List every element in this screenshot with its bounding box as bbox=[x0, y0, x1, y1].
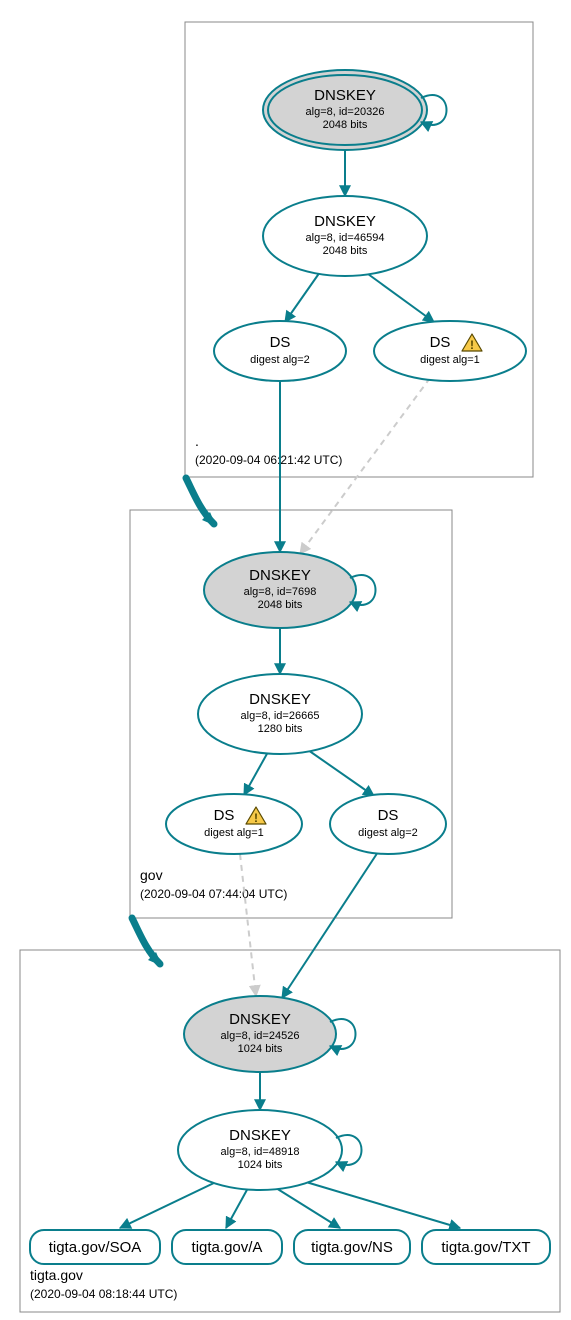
svg-text:!: ! bbox=[254, 811, 258, 825]
svg-text:2048 bits: 2048 bits bbox=[323, 119, 368, 131]
svg-text:DNSKEY: DNSKEY bbox=[249, 567, 311, 584]
svg-text:alg=8, id=7698: alg=8, id=7698 bbox=[244, 586, 317, 598]
svg-text:DS: DS bbox=[378, 807, 399, 824]
svg-text:2048 bits: 2048 bits bbox=[258, 599, 303, 611]
svg-text:(2020-09-04 07:44:04 UTC): (2020-09-04 07:44:04 UTC) bbox=[140, 887, 287, 901]
svg-text:digest alg=1: digest alg=1 bbox=[420, 354, 480, 366]
svg-text:(2020-09-04 06:21:42 UTC): (2020-09-04 06:21:42 UTC) bbox=[195, 453, 342, 467]
svg-text:DNSKEY: DNSKEY bbox=[314, 87, 376, 104]
gov-ds1: DS! digest alg=1 bbox=[166, 794, 302, 854]
svg-text:alg=8, id=20326: alg=8, id=20326 bbox=[306, 106, 385, 118]
svg-text:!: ! bbox=[470, 338, 474, 352]
svg-text:alg=8, id=24526: alg=8, id=24526 bbox=[221, 1030, 300, 1042]
svg-text:1024 bits: 1024 bits bbox=[238, 1043, 283, 1055]
dnssec-graph: . (2020-09-04 06:21:42 UTC) gov (2020-09-04… bbox=[0, 0, 571, 1320]
svg-text:digest alg=2: digest alg=2 bbox=[250, 354, 310, 366]
svg-text:DNSKEY: DNSKEY bbox=[229, 1127, 291, 1144]
svg-text:gov: gov bbox=[140, 867, 163, 883]
gov-zsk: DNSKEY alg=8, id=266651280 bits bbox=[198, 674, 362, 754]
rr-a: tigta.gov/A bbox=[172, 1230, 282, 1264]
svg-text:1280 bits: 1280 bits bbox=[258, 723, 303, 735]
svg-text:tigta.gov/TXT: tigta.gov/TXT bbox=[441, 1239, 530, 1256]
svg-text:.: . bbox=[195, 433, 199, 449]
svg-text:alg=8, id=26665: alg=8, id=26665 bbox=[241, 710, 320, 722]
svg-text:tigta.gov/A: tigta.gov/A bbox=[192, 1239, 263, 1256]
svg-text:digest alg=2: digest alg=2 bbox=[358, 827, 418, 839]
svg-text:DNSKEY: DNSKEY bbox=[229, 1011, 291, 1028]
rr-ns: tigta.gov/NS bbox=[294, 1230, 410, 1264]
svg-text:tigta.gov/NS: tigta.gov/NS bbox=[311, 1239, 393, 1256]
svg-text:DNSKEY: DNSKEY bbox=[314, 213, 376, 230]
svg-text:tigta.gov/SOA: tigta.gov/SOA bbox=[49, 1239, 142, 1256]
gov-ds2: DS digest alg=2 bbox=[330, 794, 446, 854]
svg-text:DS: DS bbox=[270, 334, 291, 351]
svg-text:DNSKEY: DNSKEY bbox=[249, 691, 311, 708]
svg-text:DS: DS bbox=[214, 807, 235, 824]
svg-text:alg=8, id=46594: alg=8, id=46594 bbox=[306, 232, 385, 244]
rr-txt: tigta.gov/TXT bbox=[422, 1230, 550, 1264]
root-zsk: DNSKEY alg=8, id=465942048 bits bbox=[263, 196, 427, 276]
svg-text:DS: DS bbox=[430, 334, 451, 351]
svg-text:tigta.gov: tigta.gov bbox=[30, 1267, 83, 1283]
svg-text:digest alg=1: digest alg=1 bbox=[204, 827, 264, 839]
root-ds2: DS digest alg=2 bbox=[214, 321, 346, 381]
root-ds1: DS! digest alg=1 bbox=[374, 321, 526, 381]
svg-text:1024 bits: 1024 bits bbox=[238, 1159, 283, 1171]
svg-text:alg=8, id=48918: alg=8, id=48918 bbox=[221, 1146, 300, 1158]
svg-text:2048 bits: 2048 bits bbox=[323, 245, 368, 257]
svg-text:(2020-09-04 08:18:44 UTC): (2020-09-04 08:18:44 UTC) bbox=[30, 1287, 177, 1301]
rr-soa: tigta.gov/SOA bbox=[30, 1230, 160, 1264]
